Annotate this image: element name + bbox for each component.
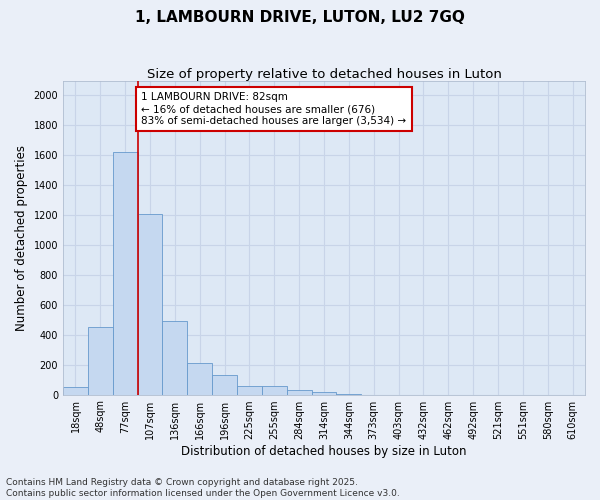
Text: Contains HM Land Registry data © Crown copyright and database right 2025.
Contai: Contains HM Land Registry data © Crown c… — [6, 478, 400, 498]
Bar — [237, 386, 262, 394]
Bar — [88, 328, 113, 394]
Bar — [63, 387, 88, 394]
Title: Size of property relative to detached houses in Luton: Size of property relative to detached ho… — [146, 68, 502, 80]
X-axis label: Distribution of detached houses by size in Luton: Distribution of detached houses by size … — [181, 444, 467, 458]
Bar — [262, 386, 287, 394]
Bar — [137, 214, 163, 394]
Bar — [287, 390, 311, 394]
Bar — [311, 392, 337, 394]
Bar — [113, 152, 137, 394]
Bar — [163, 322, 187, 394]
Bar — [187, 363, 212, 394]
Y-axis label: Number of detached properties: Number of detached properties — [15, 144, 28, 330]
Bar — [212, 375, 237, 394]
Text: 1, LAMBOURN DRIVE, LUTON, LU2 7GQ: 1, LAMBOURN DRIVE, LUTON, LU2 7GQ — [135, 10, 465, 25]
Text: 1 LAMBOURN DRIVE: 82sqm
← 16% of detached houses are smaller (676)
83% of semi-d: 1 LAMBOURN DRIVE: 82sqm ← 16% of detache… — [142, 92, 406, 126]
